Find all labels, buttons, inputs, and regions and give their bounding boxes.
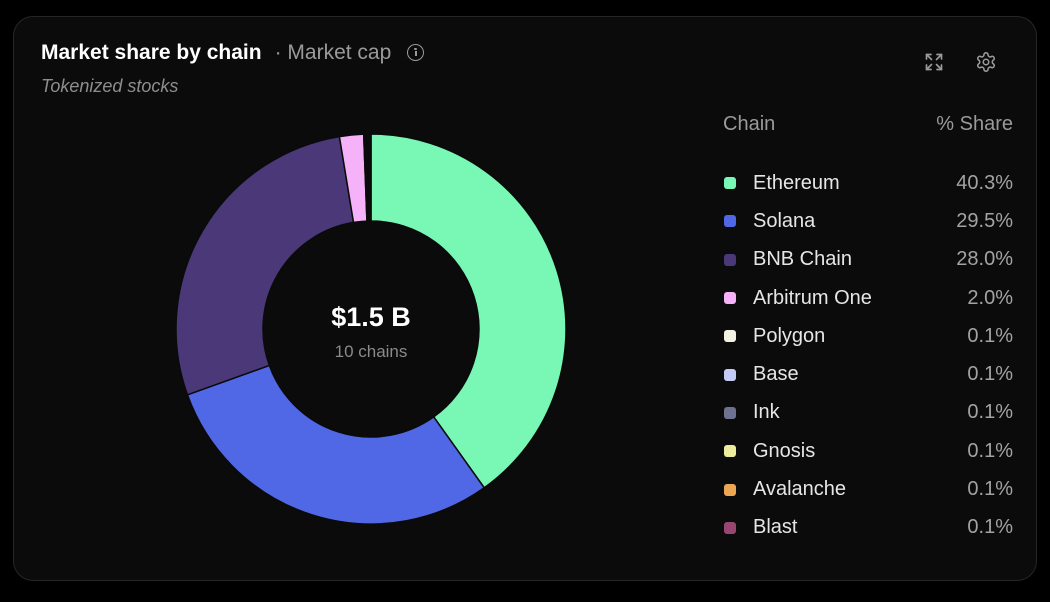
legend-share-value: 0.1% — [967, 363, 1013, 386]
legend-share-value: 2.0% — [967, 286, 1013, 309]
legend-row-bnb-chain[interactable]: BNB Chain 28.0% — [723, 241, 1013, 279]
legend-chain-name: Ink — [753, 401, 780, 424]
legend-swatch — [724, 445, 736, 458]
legend-swatch — [724, 483, 736, 496]
legend-row-solana[interactable]: Solana 29.5% — [723, 202, 1013, 240]
title-row: Market share by chain · Market cap — [41, 41, 425, 65]
legend-row-blast[interactable]: Blast 0.1% — [723, 509, 1013, 547]
legend-label-group: Ethereum — [723, 172, 840, 195]
legend-swatch — [724, 330, 736, 343]
legend-rows: Ethereum 40.3% Solana 29.5% BNB Chain 28.0% Ar… — [723, 164, 1013, 547]
legend-row-avalanche[interactable]: Avalanche 0.1% — [723, 470, 1013, 508]
legend-label-group: Gnosis — [723, 440, 815, 463]
legend-table: Chain % Share Ethereum 40.3% Solana 29.5% BN… — [723, 113, 1013, 547]
chart-title: Market share by chain — [41, 41, 262, 64]
legend-label-group: BNB Chain — [723, 248, 852, 271]
expand-icon — [925, 53, 943, 71]
legend-label-group: Blast — [723, 516, 797, 539]
legend-row-gnosis[interactable]: Gnosis 0.1% — [723, 432, 1013, 470]
settings-button[interactable] — [974, 50, 998, 74]
legend-label-group: Solana — [723, 210, 815, 233]
legend-share-value: 0.1% — [967, 516, 1013, 539]
slice-solana[interactable] — [186, 364, 486, 525]
expand-button[interactable] — [922, 50, 946, 74]
legend-share-value: 0.1% — [967, 401, 1013, 424]
legend-swatch — [724, 215, 736, 228]
legend-label-group: Base — [723, 363, 799, 386]
legend-label-group: Ink — [723, 401, 780, 424]
legend-swatch — [724, 177, 736, 190]
chart-subtitle: Tokenized stocks — [41, 76, 179, 96]
legend-swatch — [724, 406, 736, 419]
chart-card: Market share by chain · Market cap Token… — [13, 16, 1037, 581]
legend-swatch — [724, 368, 736, 381]
legend-chain-name: Ethereum — [753, 171, 840, 194]
legend-row-arbitrum-one[interactable]: Arbitrum One 2.0% — [723, 279, 1013, 317]
legend-share-value: 0.1% — [967, 324, 1013, 347]
legend-row-ethereum[interactable]: Ethereum 40.3% — [723, 164, 1013, 202]
legend-header: Chain % Share — [723, 113, 1013, 143]
slice-ethereum[interactable] — [370, 133, 567, 489]
legend-swatch — [724, 292, 736, 305]
info-icon[interactable] — [407, 43, 425, 61]
legend-label-group: Polygon — [723, 325, 825, 348]
slice-bnb-chain[interactable] — [175, 135, 355, 396]
share-column-header: % Share — [936, 113, 1013, 135]
legend-chain-name: Blast — [753, 516, 798, 539]
legend-swatch — [724, 253, 736, 266]
legend-share-value: 28.0% — [956, 248, 1013, 271]
legend-chain-name: Gnosis — [753, 439, 816, 462]
legend-row-base[interactable]: Base 0.1% — [723, 355, 1013, 393]
legend-share-value: 29.5% — [956, 209, 1013, 232]
legend-row-ink[interactable]: Ink 0.1% — [723, 394, 1013, 432]
legend-chain-name: Base — [753, 363, 799, 386]
legend-chain-name: Polygon — [753, 324, 826, 347]
legend-chain-name: Solana — [753, 209, 816, 232]
legend-share-value: 0.1% — [967, 478, 1013, 501]
legend-share-value: 0.1% — [967, 439, 1013, 462]
chain-column-header: Chain — [723, 113, 776, 135]
legend-chain-name: Arbitrum One — [753, 286, 872, 309]
slice-blast[interactable] — [369, 133, 372, 222]
chain-count: 10 chains — [334, 342, 408, 361]
legend-label-group: Avalanche — [723, 478, 846, 501]
gear-icon — [976, 52, 996, 72]
donut-chart — [175, 133, 567, 525]
legend-chain-name: Avalanche — [753, 478, 847, 501]
metric-label: · Market cap — [274, 41, 392, 64]
legend-swatch — [724, 521, 736, 534]
card-header: Market share by chain · Market cap Token… — [41, 41, 425, 97]
legend-label-group: Arbitrum One — [723, 287, 872, 310]
legend-row-polygon[interactable]: Polygon 0.1% — [723, 317, 1013, 355]
legend-chain-name: BNB Chain — [753, 248, 852, 271]
total-value: $1.5 B — [331, 302, 411, 332]
legend-share-value: 40.3% — [956, 171, 1013, 194]
